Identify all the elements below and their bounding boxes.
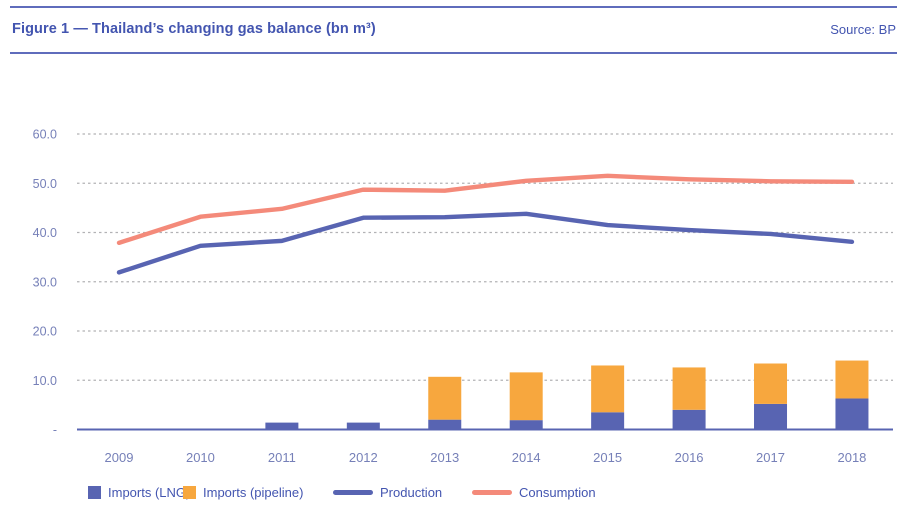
bar-pipeline-2018 (835, 360, 869, 399)
y-tick-label: 40.0 (33, 226, 57, 240)
x-tick-label-2016: 2016 (675, 450, 704, 465)
legend-item-imports-pipeline: Imports (pipeline) (183, 485, 303, 500)
figure-title: Figure 1 — Thailand’s changing gas balan… (12, 21, 376, 37)
legend-item-consumption: Consumption (472, 485, 596, 500)
x-tick-label-2014: 2014 (512, 450, 541, 465)
y-tick-label: 30.0 (33, 275, 57, 289)
bar-pipeline-2016 (672, 367, 706, 410)
bar-pipeline-2015 (591, 365, 625, 413)
bar-lng-2013 (428, 419, 462, 430)
bar-pipeline-2014 (509, 372, 543, 421)
header-top-rule (10, 6, 897, 8)
bar-lng-2015 (591, 412, 625, 430)
x-tick-label-2010: 2010 (186, 450, 215, 465)
bar-lng-2011 (265, 422, 299, 430)
x-tick-label-2013: 2013 (430, 450, 459, 465)
legend-swatch-pipeline (183, 486, 196, 499)
bar-lng-2016 (672, 409, 706, 430)
production-line (116, 211, 855, 275)
x-tick-label-2018: 2018 (837, 450, 866, 465)
y-tick-label: - (53, 423, 57, 437)
x-tick-label-2012: 2012 (349, 450, 378, 465)
legend-label: Consumption (519, 485, 596, 500)
consumption-line (116, 173, 855, 246)
y-tick-label: 50.0 (33, 177, 57, 191)
legend-item-production: Production (333, 485, 442, 500)
legend-swatch-consumption (472, 490, 512, 495)
y-tick-label: 10.0 (33, 374, 57, 388)
y-tick-label: 20.0 (33, 325, 57, 339)
header-bottom-rule (10, 52, 897, 54)
x-tick-label-2015: 2015 (593, 450, 622, 465)
legend-label: Imports (LNG) (108, 485, 191, 500)
legend-item-imports-lng: Imports (LNG) (88, 485, 190, 500)
bar-lng-2014 (509, 420, 543, 430)
legend-label: Production (380, 485, 443, 500)
bar-lng-2012 (346, 422, 380, 430)
x-tick-label-2017: 2017 (756, 450, 785, 465)
legend-swatch-production (333, 490, 373, 495)
source-label: Source: BP (830, 22, 896, 37)
x-tick-label-2011: 2011 (268, 450, 296, 465)
bar-pipeline-2017 (754, 363, 788, 404)
x-tick-label-2009: 2009 (105, 450, 134, 465)
legend-swatch-lng (88, 486, 101, 499)
legend-label: Imports (pipeline) (203, 485, 304, 500)
bar-pipeline-2013 (428, 376, 462, 420)
y-tick-label: 60.0 (33, 128, 57, 142)
bar-lng-2017 (754, 403, 788, 430)
bar-lng-2018 (835, 398, 869, 430)
